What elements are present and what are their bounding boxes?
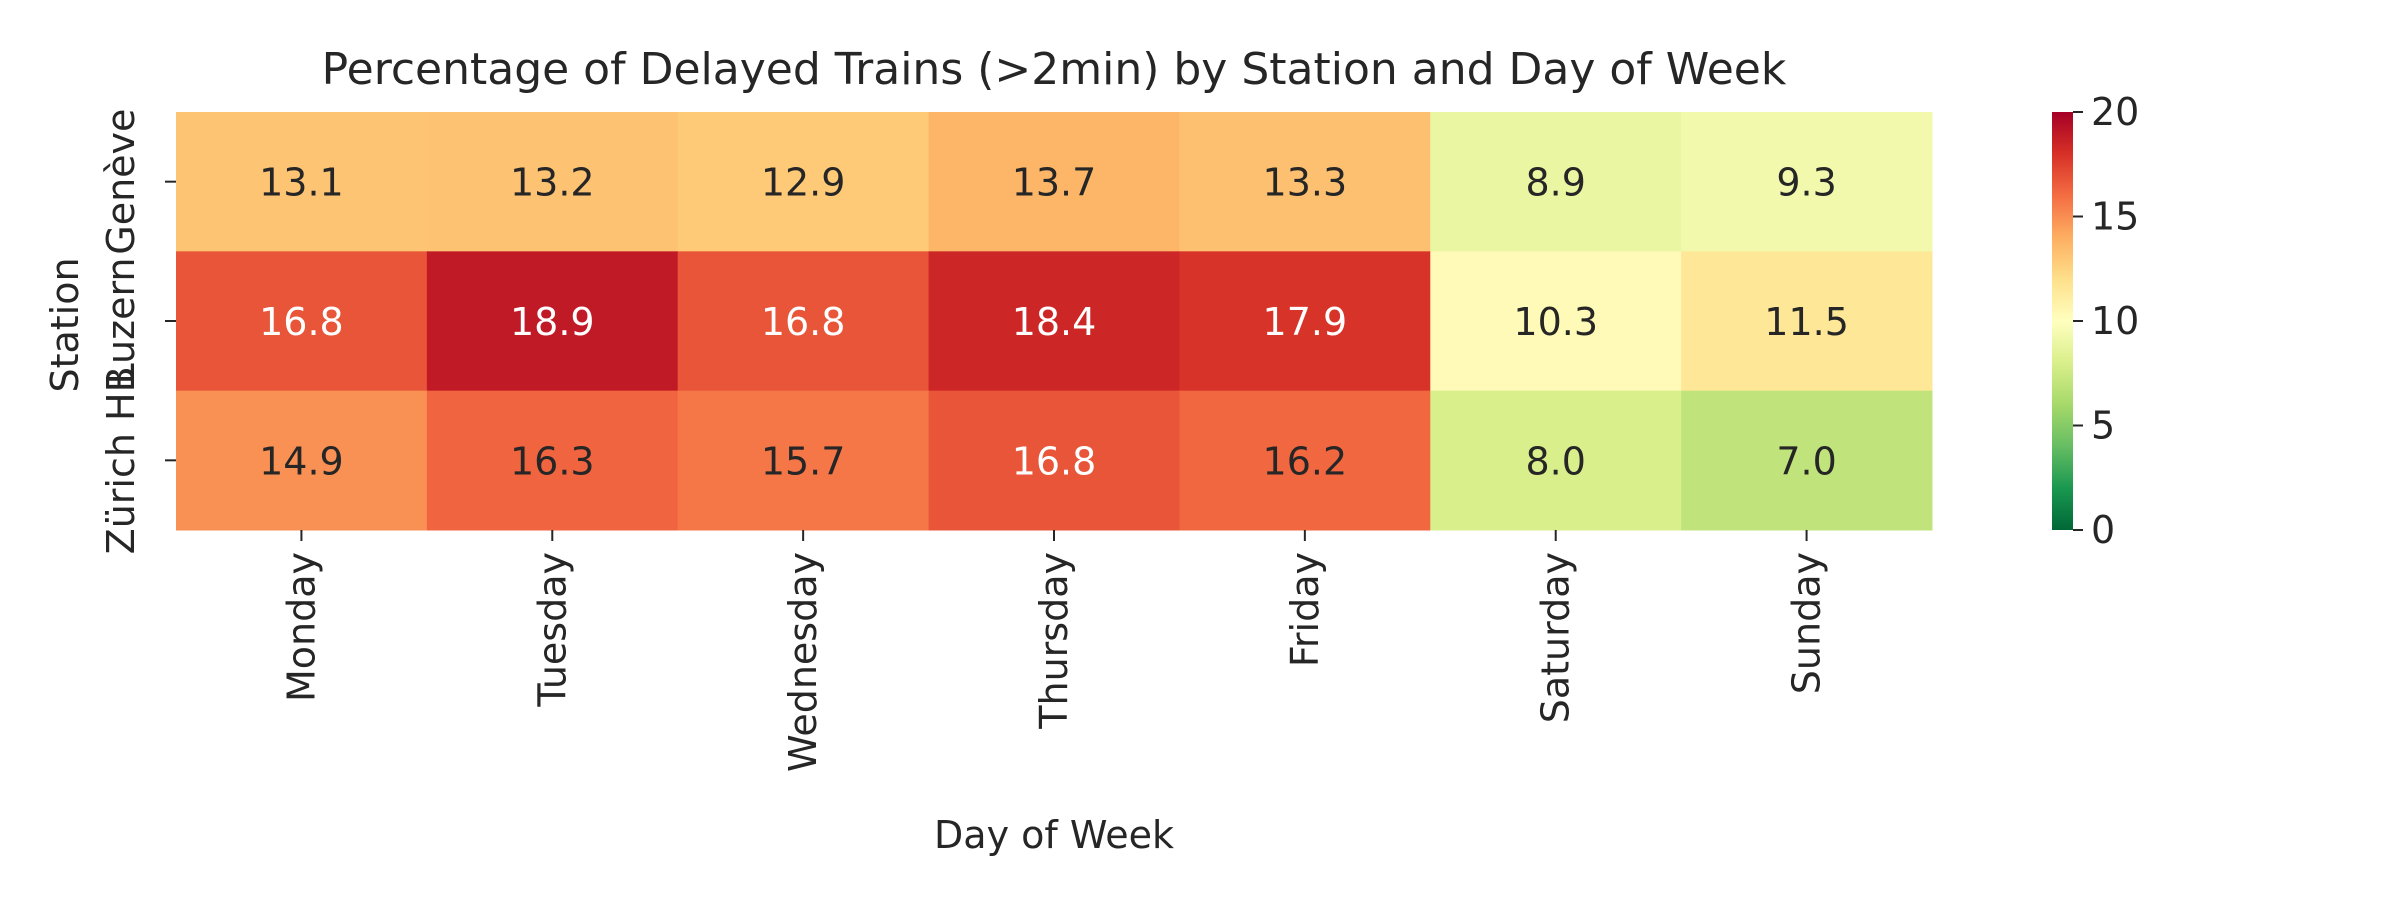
heatmap-cell — [1179, 390, 1431, 531]
cell-value-label: 7.0 — [1776, 439, 1836, 483]
colorbar-tick-label: 0 — [2091, 508, 2115, 552]
cell-value-label: 15.7 — [761, 439, 846, 483]
heatmap-cell — [928, 112, 1180, 252]
x-tick-label: Monday — [279, 552, 323, 702]
heatmap-cell — [176, 251, 428, 392]
cell-value-label: 18.4 — [1012, 300, 1097, 344]
cell-value-label: 12.9 — [761, 161, 846, 205]
cell-value-label: 14.9 — [259, 439, 344, 483]
colorbar-tick-label: 5 — [2091, 404, 2115, 448]
heatmap-cell — [677, 112, 930, 252]
colorbar-tick-label: 10 — [2091, 299, 2139, 343]
heatmap-cells: 13.1 13.2 12.9 13.7 13.3 8.9 9.3 16.8 18.9 16.8 18… — [176, 112, 1933, 531]
colorbar-tick-label: 15 — [2091, 195, 2139, 239]
cell-value-label: 16.3 — [510, 439, 595, 483]
chart-title: Percentage of Delayed Trains (>2min) by … — [322, 44, 1787, 95]
heatmap-cell — [1179, 251, 1431, 392]
cell-value-label: 18.9 — [510, 300, 595, 344]
x-tick-label: Saturday — [1534, 552, 1578, 723]
heatmap-cell — [1430, 390, 1682, 531]
x-axis-label: Day of Week — [934, 813, 1174, 857]
cell-value-label: 16.8 — [1012, 439, 1097, 483]
x-tick-label: Sunday — [1785, 552, 1829, 694]
heatmap-cell — [176, 390, 428, 531]
y-tick-label: Zürich HB — [99, 366, 143, 554]
y-tick-label: Luzern — [99, 258, 143, 385]
heatmap-cell — [928, 390, 1180, 531]
x-axis-ticks: Monday Tuesday Wednesday Thursday Friday Satu… — [279, 530, 1829, 772]
heatmap-cell — [928, 251, 1180, 392]
colorbar-tick-label: 20 — [2091, 90, 2139, 134]
heatmap-cell — [176, 112, 428, 252]
cell-value-label: 8.0 — [1525, 439, 1585, 483]
x-tick-label: Thursday — [1032, 552, 1076, 730]
heatmap-cell — [1681, 251, 1933, 392]
cell-value-label: 8.9 — [1525, 161, 1585, 205]
heatmap-cell — [1681, 390, 1933, 531]
heatmap-cell — [1430, 251, 1682, 392]
heatmap-cell — [1179, 112, 1431, 252]
y-tick-label: Genève — [99, 109, 143, 255]
cell-value-label: 13.3 — [1263, 161, 1348, 205]
heatmap-cell — [677, 390, 930, 531]
heatmap-cell — [426, 251, 679, 392]
cell-value-label: 13.7 — [1012, 161, 1097, 205]
cell-value-label: 16.8 — [761, 300, 846, 344]
colorbar-gradient — [2052, 112, 2073, 530]
y-axis-label: Station — [43, 257, 87, 392]
heatmap-cell — [677, 251, 930, 392]
cell-value-label: 16.8 — [259, 300, 344, 344]
cell-value-label: 16.2 — [1263, 439, 1348, 483]
cell-value-label: 13.2 — [510, 161, 595, 205]
colorbar: 0 5 10 15 20 — [2052, 90, 2139, 552]
cell-value-label: 11.5 — [1764, 300, 1849, 344]
cell-value-label: 9.3 — [1776, 161, 1836, 205]
heatmap-cell — [426, 390, 679, 531]
heatmap-cell — [1430, 112, 1682, 252]
heatmap-cell — [426, 112, 679, 252]
x-tick-label: Wednesday — [781, 552, 825, 772]
cell-value-label: 13.1 — [259, 161, 344, 205]
x-tick-label: Tuesday — [530, 552, 574, 708]
x-tick-label: Friday — [1283, 552, 1327, 667]
cell-value-label: 17.9 — [1263, 300, 1348, 344]
heatmap-cell — [1681, 112, 1933, 252]
cell-value-label: 10.3 — [1513, 300, 1598, 344]
